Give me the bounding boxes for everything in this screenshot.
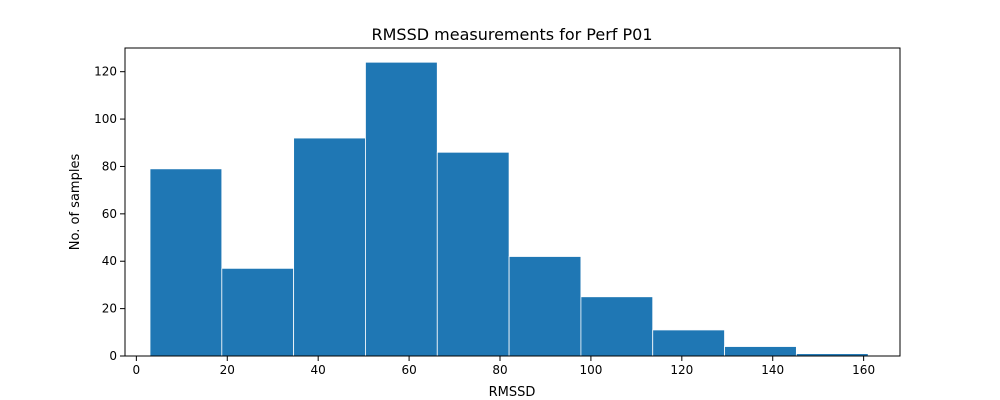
x-tick-label: 80 [492,363,507,377]
bars-group [149,61,869,357]
x-tick-label: 100 [579,363,602,377]
x-tick-label: 40 [311,363,326,377]
x-axis-label: RMSSD [489,385,536,400]
plot-frame [124,47,901,357]
histogram-bar [149,168,223,357]
y-tick-label: 60 [102,207,117,221]
x-tick-label: 120 [670,363,693,377]
y-tick-label: 40 [102,254,117,268]
y-tick-label: 120 [94,65,117,79]
y-tick-label: 20 [102,302,117,316]
y-axis-label: No. of samples [68,154,83,251]
x-tick-label: 160 [852,363,875,377]
x-tick-label: 140 [761,363,784,377]
histogram-bar [580,296,654,357]
y-tick-label: 100 [94,112,117,126]
x-tick-label: 20 [220,363,235,377]
x-tick-label: 60 [401,363,416,377]
y-tick-label: 0 [109,349,117,363]
x-tick-label: 0 [133,363,141,377]
histogram-bar [365,61,438,357]
histogram-bar [508,256,582,357]
histogram-bar [221,267,295,357]
histogram-bar [724,346,797,357]
y-axis-ticks: 0 20 40 60 80 100 120 [94,65,125,363]
histogram-bar [436,151,510,357]
histogram-bar [652,329,725,357]
chart-title: RMSSD measurements for Perf P01 [372,25,653,44]
histogram-bar [293,137,366,357]
x-axis-ticks: 0 20 40 60 80 100 120 140 160 [133,356,875,377]
y-tick-label: 80 [102,159,117,173]
